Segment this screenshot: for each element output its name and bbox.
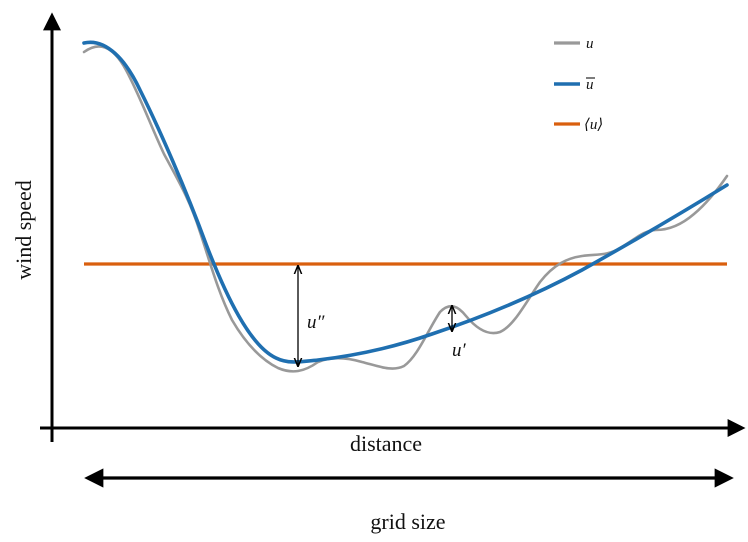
legend-label-mean: ⟨u⟩ <box>584 117 603 133</box>
legend-item-mean: ⟨u⟩ <box>554 117 603 133</box>
filtered-wind-curve <box>82 40 729 364</box>
y-axis-label: wind speed <box>11 180 36 280</box>
grid-size-label: grid size <box>370 509 445 534</box>
legend: u u ⟨u⟩ <box>554 36 603 133</box>
legend-item-filtered: u <box>554 77 595 93</box>
raw-wind-curve <box>82 45 729 373</box>
legend-item-raw: u <box>554 36 594 52</box>
legend-label-raw: u <box>586 36 594 52</box>
x-axis-label: distance <box>350 431 422 456</box>
u-double-prime-label: u″ <box>307 312 326 333</box>
u-prime-label: u′ <box>452 340 467 361</box>
legend-label-filtered: u <box>586 77 594 93</box>
